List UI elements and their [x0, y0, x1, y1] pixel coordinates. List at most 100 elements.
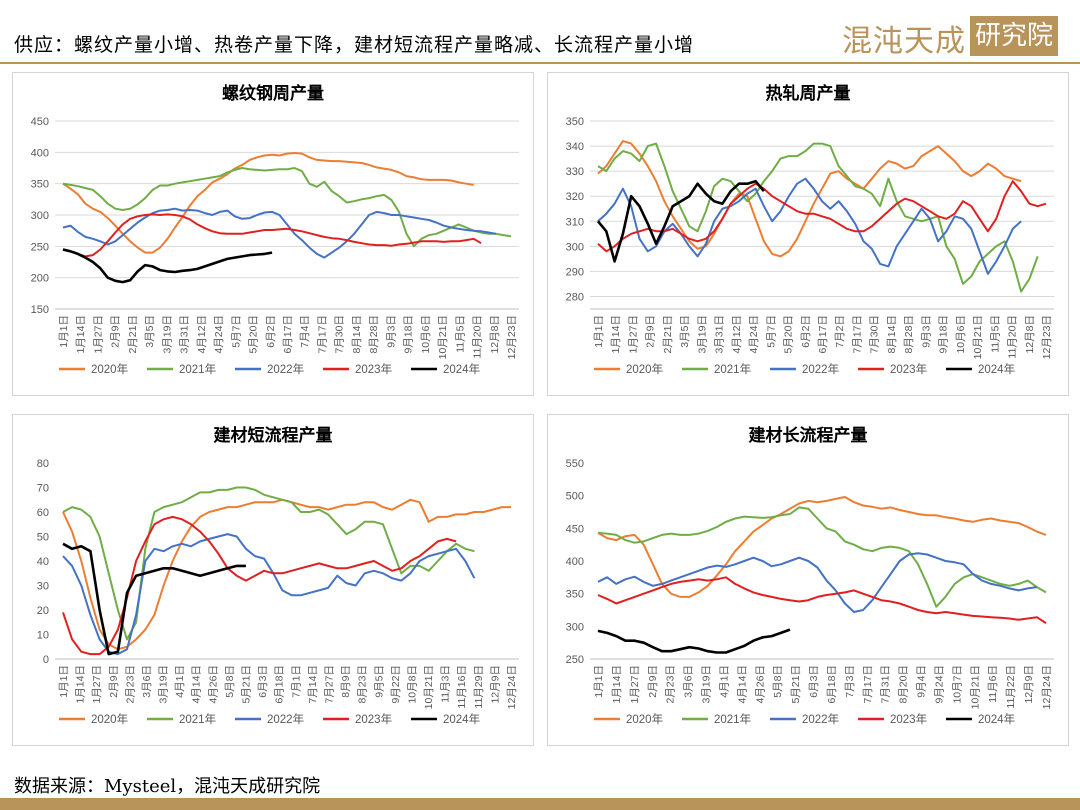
- x-tick-label: 2月9日: [645, 315, 657, 348]
- chart-title: 螺纹钢周产量: [222, 83, 324, 104]
- legend-label: 2022年: [802, 712, 839, 726]
- x-tick-label: 1月27日: [627, 315, 639, 354]
- legend-label: 2022年: [802, 362, 839, 376]
- legend-label: 2023年: [355, 712, 392, 726]
- y-tick-label: 320: [566, 191, 584, 203]
- y-tick-label: 50: [37, 532, 49, 544]
- chart-panel-rebar: 螺纹钢周产量 150 200 250 300 350 400 450 1月1日 1月14日 1月27…: [12, 72, 534, 396]
- x-tick-label: 6月18日: [826, 665, 838, 704]
- legend-label: 2020年: [626, 362, 663, 376]
- x-tick-label: 3月19日: [158, 665, 170, 704]
- x-tick-label: 6月2日: [800, 315, 812, 348]
- y-tick-label: 80: [37, 458, 49, 470]
- series-line-2021年: [62, 167, 512, 248]
- x-tick-label: 11月29日: [473, 665, 485, 709]
- y-tick-label: 450: [566, 523, 584, 535]
- x-tick-label: 11月16日: [456, 665, 468, 709]
- y-tick-label: 330: [566, 166, 584, 178]
- x-tick-label: 5月20日: [783, 315, 795, 354]
- data-source: 数据来源：Mysteel，混沌天成研究院: [14, 776, 321, 797]
- x-tick-label: 7月1日: [290, 665, 302, 698]
- x-tick-label: 1月27日: [91, 665, 103, 704]
- series-line-2020年: [597, 140, 1022, 258]
- x-tick-label: 7月17日: [851, 315, 863, 354]
- x-tick-label: 6月18日: [274, 665, 286, 704]
- y-tick-label: 20: [37, 605, 49, 617]
- x-tick-label: 4月26日: [754, 665, 766, 704]
- y-tick-label: 400: [566, 556, 584, 568]
- x-tick-label: 8月9日: [340, 665, 352, 698]
- chart-panel-bof: 建材长流程产量 250 300 350 400 450 500 550 1月1日 1月14日 1月2…: [547, 414, 1069, 746]
- chart-rebar: 螺纹钢周产量 150 200 250 300 350 400 450 1月1日 1月14日 1月27…: [31, 83, 519, 376]
- x-tick-label: 8月28日: [903, 315, 915, 354]
- x-tick-label: 12月23日: [1041, 315, 1053, 359]
- legend-label: 2024年: [978, 362, 1015, 376]
- x-tick-label: 12月9日: [1023, 665, 1035, 704]
- y-tick-label: 300: [31, 210, 49, 222]
- x-tick-label: 3月31日: [714, 315, 726, 354]
- y-tick-label: 350: [566, 116, 584, 128]
- x-tick-label: 12月8日: [1024, 315, 1036, 354]
- chart-title: 建材短流程产量: [214, 425, 333, 446]
- x-tick-label: 9月18日: [403, 315, 415, 354]
- series-line-2022年: [62, 207, 497, 259]
- legend-label: 2021年: [714, 362, 751, 376]
- legend-label: 2023年: [890, 362, 927, 376]
- x-tick-label: 11月5日: [454, 315, 466, 353]
- y-tick-label: 250: [31, 241, 49, 253]
- x-tick-label: 7月30日: [869, 315, 881, 354]
- legend-label: 2024年: [443, 712, 480, 726]
- x-tick-label: 5月7日: [765, 315, 777, 348]
- y-tick-label: 70: [37, 483, 49, 495]
- x-tick-label: 7月3日: [844, 665, 856, 698]
- series-line-2024年: [596, 179, 765, 263]
- x-tick-label: 7月2日: [834, 315, 846, 348]
- x-tick-label: 11月6日: [987, 665, 999, 703]
- y-tick-label: 10: [37, 630, 49, 642]
- x-tick-label: 6月2日: [265, 315, 277, 348]
- x-tick-label: 1月14日: [611, 665, 623, 704]
- x-tick-label: 7月17日: [316, 315, 328, 354]
- x-tick-label: 8月14日: [351, 315, 363, 354]
- y-tick-label: 250: [566, 654, 584, 666]
- series-line-2024年: [62, 542, 246, 656]
- series-line-2020年: [597, 496, 1047, 598]
- y-tick-label: 300: [566, 621, 584, 633]
- page-title: 供应：螺纹产量小增、热卷产量下降，建材短流程产量略减、长流程产量小增: [14, 34, 695, 56]
- x-tick-label: 8月23日: [357, 665, 369, 704]
- x-tick-label: 9月22日: [390, 665, 402, 704]
- x-tick-label: 2月9日: [108, 665, 120, 698]
- page-header: 供应：螺纹产量小增、热卷产量下降，建材短流程产量略减、长流程产量小增 混沌天成 …: [0, 0, 1080, 62]
- series-line-2024年: [62, 248, 273, 284]
- series-line-2021年: [597, 506, 1047, 608]
- x-tick-label: 10月21日: [969, 665, 981, 709]
- y-tick-label: 350: [566, 589, 584, 601]
- x-tick-label: 1月27日: [629, 665, 641, 704]
- x-tick-label: 11月22日: [1005, 665, 1017, 709]
- x-tick-label: 11月5日: [989, 315, 1001, 353]
- x-tick-label: 1月1日: [593, 315, 605, 348]
- y-tick-label: 500: [566, 491, 584, 503]
- y-tick-label: 550: [566, 458, 584, 470]
- legend-label: 2022年: [267, 712, 304, 726]
- x-tick-label: 4月26日: [207, 665, 219, 704]
- x-tick-label: 12月24日: [1041, 665, 1053, 709]
- x-tick-label: 12月23日: [506, 315, 518, 359]
- x-tick-label: 10月6日: [420, 315, 432, 354]
- x-tick-label: 2月21日: [662, 315, 674, 354]
- brand-logo: 混沌天成 研究院: [842, 12, 1058, 59]
- x-tick-label: 3月19日: [701, 665, 713, 704]
- x-tick-label: 2月21日: [127, 315, 139, 354]
- x-tick-label: 1月27日: [92, 315, 104, 354]
- x-tick-label: 7月14日: [307, 665, 319, 704]
- x-tick-label: 9月5日: [373, 665, 385, 698]
- legend-label: 2020年: [91, 362, 128, 376]
- y-tick-label: 350: [31, 179, 49, 191]
- x-tick-label: 1月14日: [75, 665, 87, 704]
- x-tick-label: 3月19日: [696, 315, 708, 354]
- y-tick-label: 400: [31, 147, 49, 159]
- x-tick-label: 7月31日: [880, 665, 892, 704]
- y-tick-label: 300: [566, 241, 584, 253]
- x-tick-label: 5月8日: [772, 665, 784, 698]
- y-tick-label: 60: [37, 507, 49, 519]
